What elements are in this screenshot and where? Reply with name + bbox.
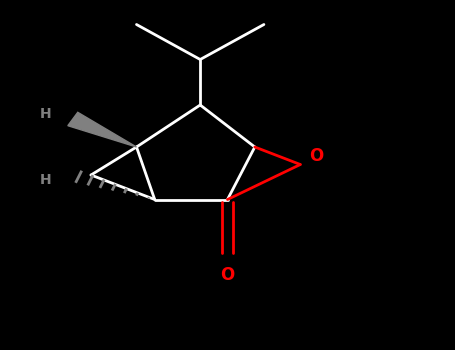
Text: O: O [220,266,235,284]
Text: H: H [40,173,51,187]
Text: O: O [309,147,324,165]
Polygon shape [68,112,136,147]
Text: H: H [40,107,51,121]
